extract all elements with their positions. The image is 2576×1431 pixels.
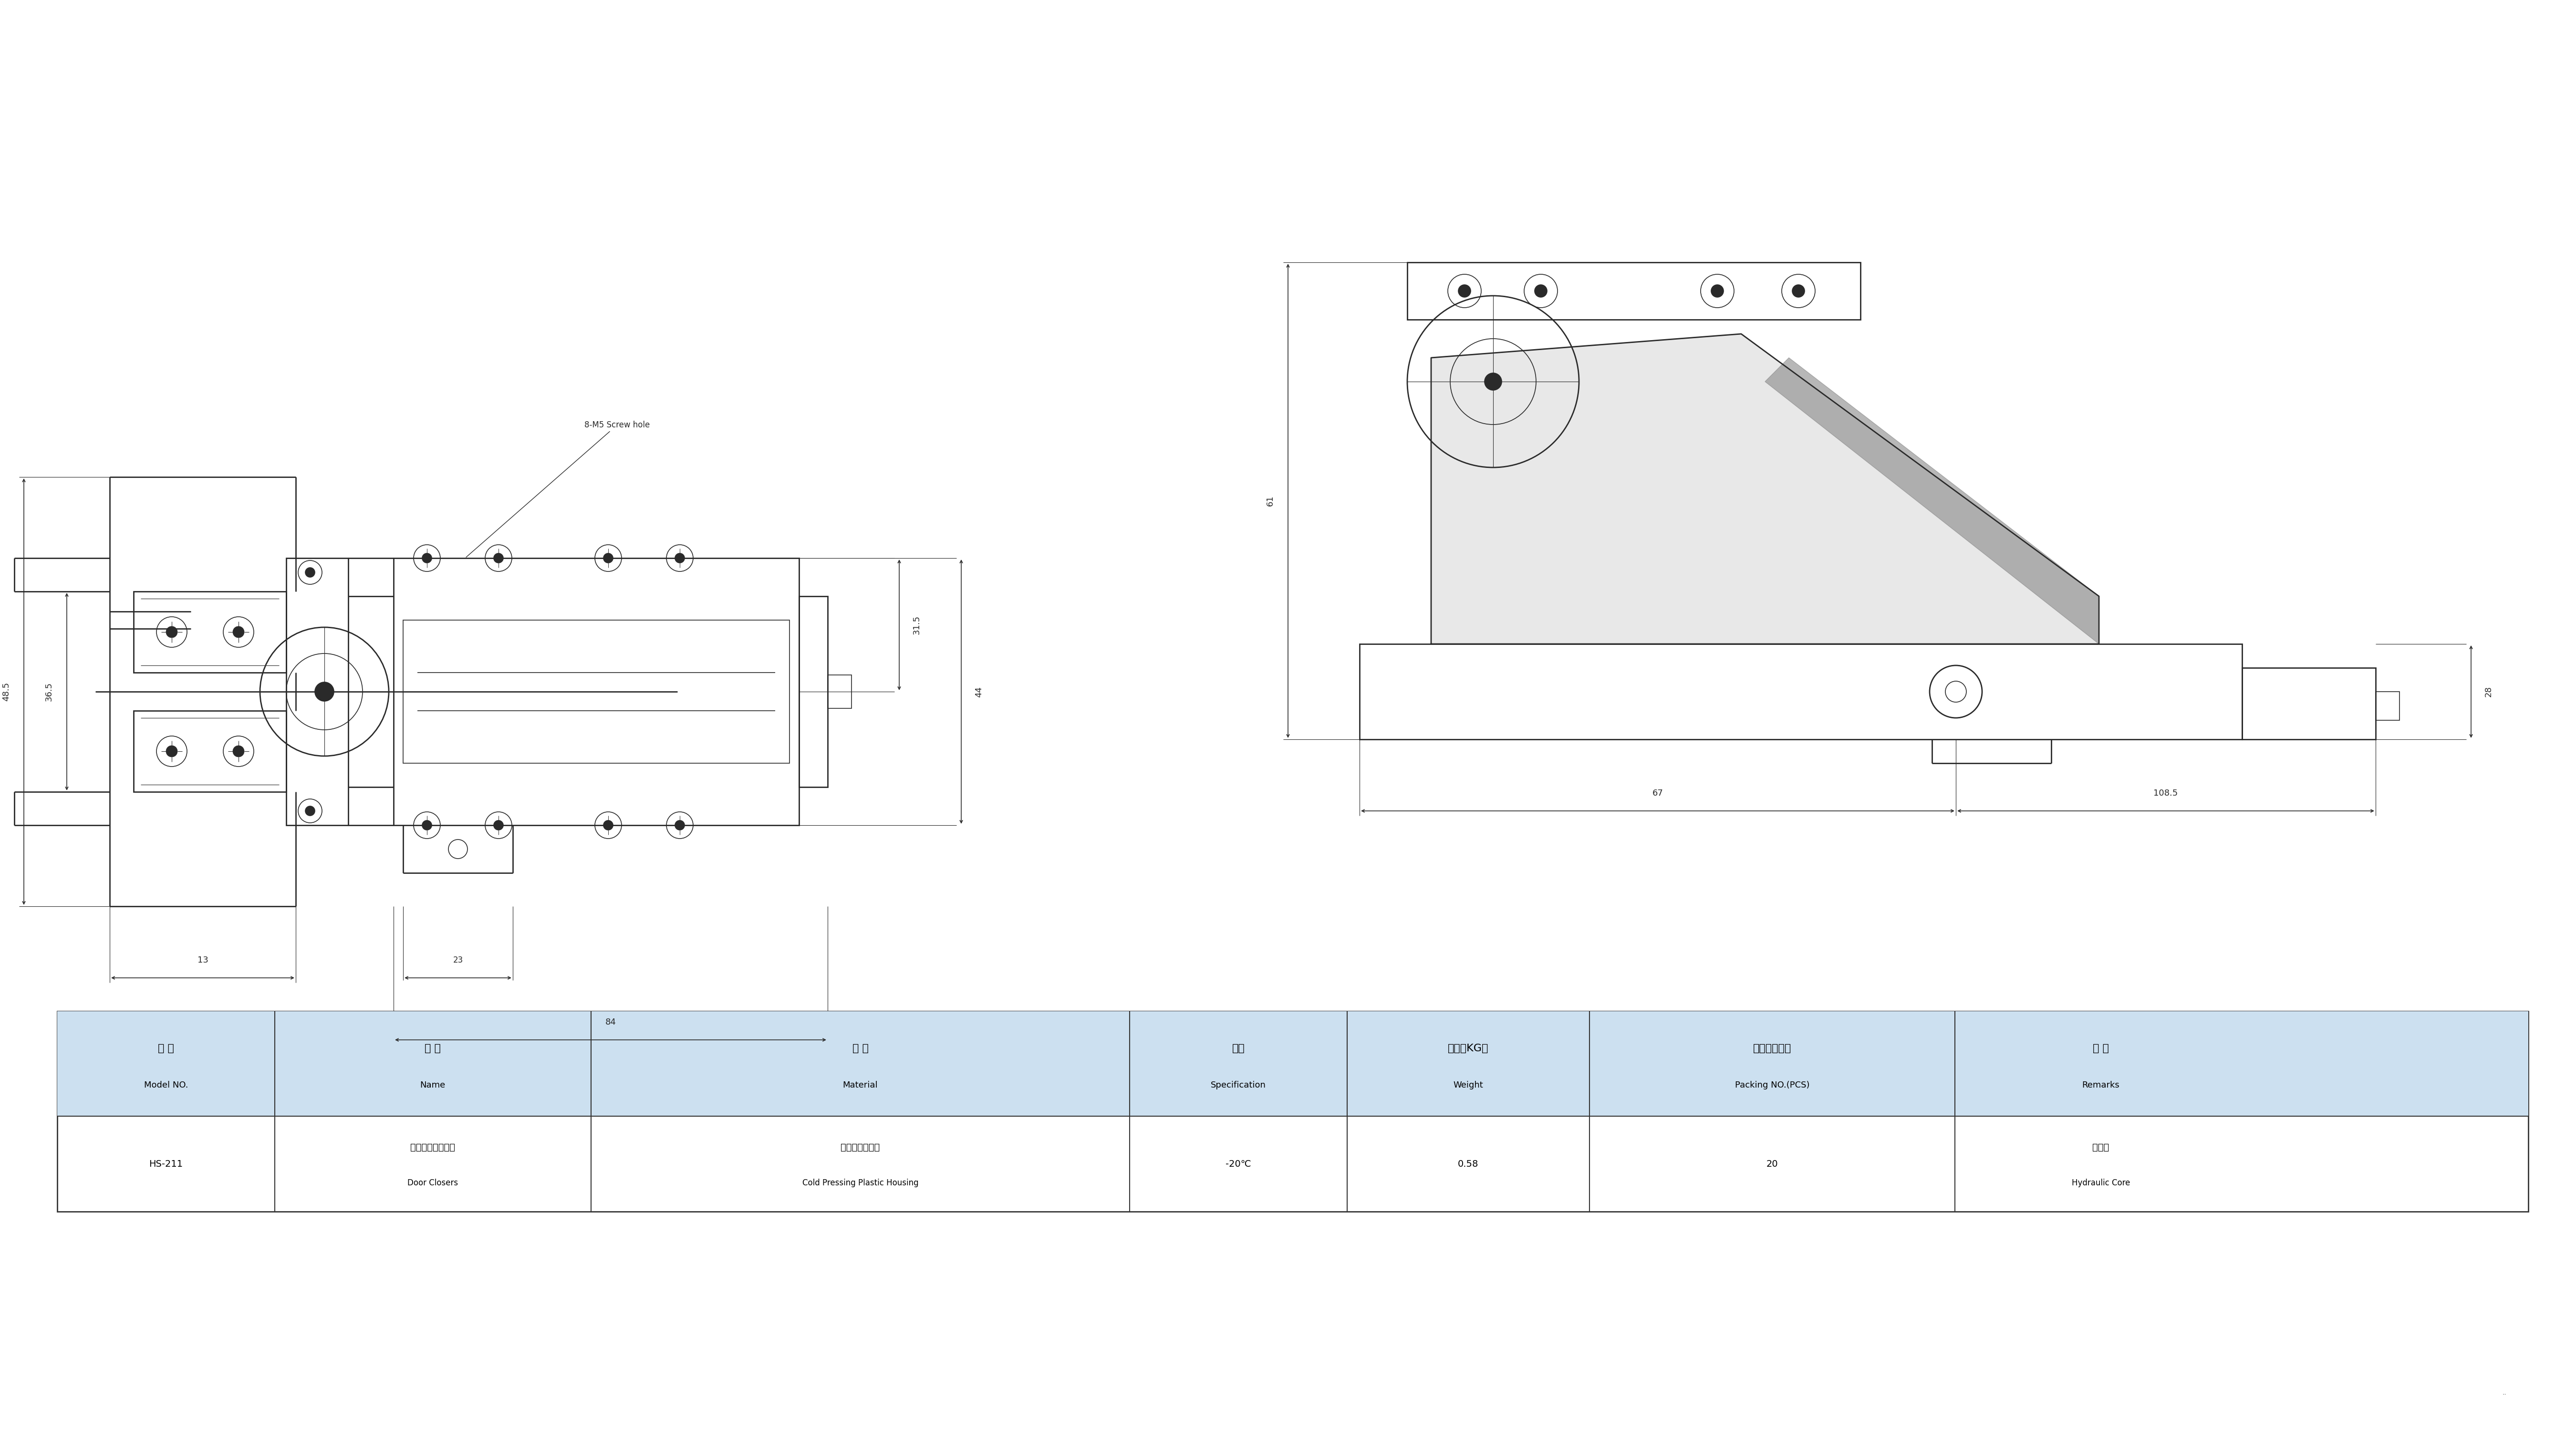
Text: 编 号: 编 号 [157,1043,175,1053]
Circle shape [422,820,433,830]
Circle shape [165,746,178,757]
Circle shape [675,554,685,562]
Bar [57,1012,2527,1116]
Text: 冲压体塑料外壳: 冲压体塑料外壳 [840,1142,881,1152]
Text: Specification: Specification [1211,1080,1265,1089]
Bar [2241,668,2375,740]
Circle shape [495,554,502,562]
Circle shape [307,806,314,816]
Bar [394,558,799,826]
Text: 67: 67 [1651,788,1664,797]
Text: Packing NO.(PCS): Packing NO.(PCS) [1734,1080,1808,1089]
Text: 31.5: 31.5 [912,615,922,634]
Text: 84: 84 [605,1017,616,1026]
Text: Weight: Weight [1453,1080,1484,1089]
Text: 重量（KG）: 重量（KG） [1448,1043,1489,1053]
Circle shape [603,820,613,830]
Text: 冷冻库闭门回归器: 冷冻库闭门回归器 [410,1142,456,1152]
Circle shape [307,568,314,577]
Text: ..: .. [2501,1390,2506,1397]
Bar [134,711,286,791]
Circle shape [1458,285,1471,298]
Text: 8-M5 Screw hole: 8-M5 Screw hole [466,421,649,557]
Circle shape [165,627,178,638]
Circle shape [1793,285,1806,298]
Bar [827,675,853,708]
Text: Name: Name [420,1080,446,1089]
Circle shape [314,683,335,701]
Polygon shape [1765,358,2099,644]
Text: 44: 44 [974,687,984,697]
Bar [134,591,286,673]
Bar [799,597,827,787]
Circle shape [1535,285,1548,298]
Text: 23: 23 [453,956,464,964]
Text: Remarks: Remarks [2081,1080,2120,1089]
Circle shape [603,554,613,562]
Text: 20: 20 [1767,1159,1777,1168]
Bar [286,558,348,826]
Text: 0.58: 0.58 [1458,1159,1479,1168]
Text: 材 质: 材 质 [853,1043,868,1053]
Text: Cold Pressing Plastic Housing: Cold Pressing Plastic Housing [801,1179,920,1188]
Circle shape [1484,373,1502,391]
Circle shape [495,820,502,830]
Text: HS-211: HS-211 [149,1159,183,1168]
Text: 28: 28 [2483,687,2494,697]
Circle shape [422,554,433,562]
Bar [57,1012,2527,1212]
Bar [2375,691,2398,720]
Text: Material: Material [842,1080,878,1089]
Circle shape [1710,285,1723,298]
Text: 36.5: 36.5 [44,683,54,701]
Text: 61: 61 [1265,495,1275,507]
Text: 48.5: 48.5 [3,683,10,701]
Text: Hydraulic Core: Hydraulic Core [2071,1179,2130,1188]
Text: 装筱数（只）: 装筱数（只） [1754,1043,1790,1053]
Circle shape [232,627,245,638]
Text: -20℃: -20℃ [1226,1159,1252,1168]
Text: 特征: 特征 [1231,1043,1244,1053]
Text: 液压芯: 液压芯 [2092,1142,2110,1152]
Text: 108.5: 108.5 [2154,788,2177,797]
Circle shape [232,746,245,757]
Text: 备 注: 备 注 [2092,1043,2110,1053]
Circle shape [675,820,685,830]
Polygon shape [1432,333,2099,644]
Text: Door Closers: Door Closers [407,1179,459,1188]
Text: Model NO.: Model NO. [144,1080,188,1089]
Bar [1406,262,1860,319]
Bar [1360,644,2241,740]
Text: 13: 13 [198,956,209,964]
Bar [402,620,788,763]
Text: 名 称: 名 称 [425,1043,440,1053]
